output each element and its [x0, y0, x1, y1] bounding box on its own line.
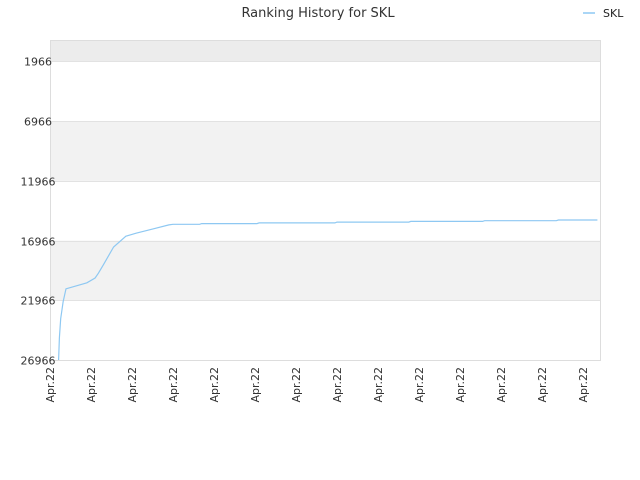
y-tick-label: 6966 [24, 116, 52, 129]
plot-bands [50, 40, 600, 301]
legend: SKL [583, 7, 624, 20]
y-tick-label: 26966 [21, 355, 56, 368]
x-tick-label: Apr.22 [85, 367, 98, 403]
x-tick-label: Apr.22 [331, 367, 344, 403]
plot-band [50, 240, 600, 301]
x-tick-label: Apr.22 [290, 367, 303, 403]
gridlines [50, 61, 600, 361]
x-tick-label: Apr.22 [413, 367, 426, 403]
x-tick-label: Apr.22 [536, 367, 549, 403]
chart-title: Ranking History for SKL [241, 6, 395, 21]
x-tick-label: Apr.22 [372, 367, 385, 403]
x-tick-label: Apr.22 [167, 367, 180, 403]
legend-label-skl: SKL [603, 7, 624, 20]
y-tick-label: 11966 [21, 176, 56, 189]
y-tick-label: 21966 [21, 295, 56, 308]
y-tick-label: 16966 [21, 236, 56, 249]
x-tick-label: Apr.22 [495, 367, 508, 403]
x-axis-ticks: Apr.22 Apr.22 Apr.22 Apr.22 Apr.22 Apr.22 Apr.… [44, 367, 590, 403]
y-axis-ticks: 1966 6966 11966 16966 21966 26966 [21, 56, 56, 368]
x-tick-label: Apr.22 [249, 367, 262, 403]
x-tick-label: Apr.22 [208, 367, 221, 403]
plot-frame [50, 40, 601, 361]
x-tick-label: Apr.22 [577, 367, 590, 403]
x-tick-label: Apr.22 [44, 367, 57, 403]
x-tick-label: Apr.22 [454, 367, 467, 403]
plot-band [50, 121, 600, 181]
y-tick-label: 1966 [24, 56, 52, 69]
x-tick-label: Apr.22 [126, 367, 139, 403]
series-line-skl [58, 219, 598, 361]
plot-band [50, 40, 600, 62]
